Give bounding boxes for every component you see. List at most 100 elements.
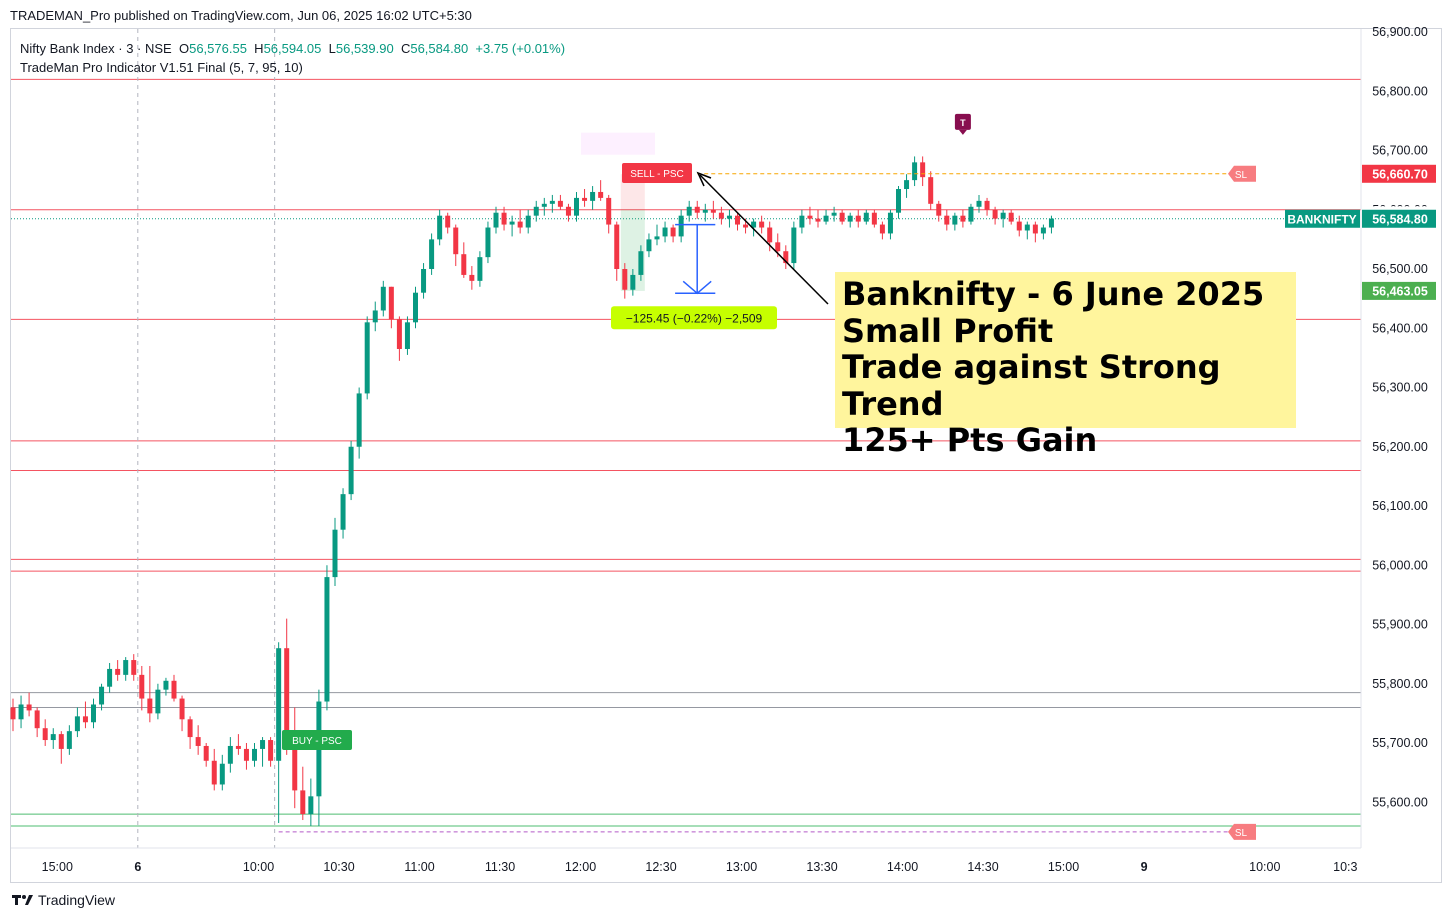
candle[interactable] (453, 224, 459, 267)
candle[interactable] (195, 725, 201, 755)
candle[interactable] (66, 725, 72, 755)
candle[interactable] (968, 203, 974, 225)
signal-buy-psc[interactable]: BUY - PSC (282, 730, 352, 751)
chart-frame[interactable] (10, 28, 1442, 883)
candle[interactable] (582, 189, 588, 207)
candle[interactable] (702, 203, 708, 222)
candle[interactable] (421, 263, 427, 299)
candle[interactable] (646, 233, 652, 258)
candle[interactable] (598, 180, 604, 201)
candle[interactable] (614, 221, 620, 281)
footer-brand[interactable]: TradingView (12, 892, 115, 908)
candle[interactable] (260, 737, 266, 767)
candle[interactable] (517, 209, 523, 234)
candle[interactable] (1000, 209, 1006, 228)
candle[interactable] (622, 263, 628, 299)
candle[interactable] (139, 665, 145, 711)
candle[interactable] (783, 245, 789, 269)
candle[interactable] (904, 174, 910, 198)
signal-sell-psc[interactable]: SELL - PSC (622, 163, 692, 184)
candle[interactable] (477, 251, 483, 287)
candle[interactable] (678, 209, 684, 243)
candle[interactable] (292, 707, 298, 809)
candle[interactable] (58, 731, 64, 764)
candle[interactable] (50, 728, 56, 749)
candle[interactable] (525, 209, 531, 234)
candle[interactable] (380, 280, 386, 317)
candle[interactable] (606, 194, 612, 234)
candle[interactable] (131, 654, 137, 681)
candle[interactable] (34, 707, 40, 738)
candle[interactable] (976, 194, 982, 213)
candle[interactable] (276, 642, 282, 823)
candle[interactable] (735, 212, 740, 231)
stop-loss-tag[interactable]: SL (1228, 823, 1256, 840)
candle[interactable] (557, 194, 563, 210)
candle[interactable] (936, 200, 942, 222)
candle[interactable] (437, 209, 443, 246)
candle[interactable] (147, 665, 153, 723)
candle[interactable] (18, 695, 24, 729)
candle[interactable] (807, 206, 813, 225)
candle[interactable] (155, 683, 161, 720)
candle[interactable] (710, 200, 716, 219)
candle[interactable] (42, 719, 48, 746)
candle[interactable] (662, 221, 668, 243)
candle[interactable] (501, 206, 507, 231)
candle[interactable] (429, 233, 435, 275)
candle[interactable] (1008, 209, 1014, 225)
candle[interactable] (920, 156, 926, 187)
candle[interactable] (308, 778, 314, 826)
candle[interactable] (928, 171, 934, 210)
candle[interactable] (1032, 221, 1038, 243)
candle[interactable] (799, 209, 805, 234)
candle[interactable] (485, 221, 491, 264)
candle[interactable] (549, 194, 555, 213)
symbol-label[interactable]: Nifty Bank Index · 3 · NSE (20, 41, 172, 56)
candle[interactable] (91, 698, 96, 729)
candle[interactable] (726, 209, 732, 228)
candle[interactable] (179, 695, 185, 732)
candle[interactable] (340, 488, 346, 539)
candle[interactable] (219, 754, 225, 791)
candle[interactable] (686, 200, 692, 222)
candle[interactable] (82, 701, 88, 729)
candle[interactable] (324, 565, 330, 711)
candle[interactable] (211, 748, 217, 791)
candle[interactable] (1016, 215, 1022, 237)
stop-loss-tag[interactable]: SL (1228, 165, 1256, 182)
candle[interactable] (944, 209, 950, 231)
candle[interactable] (533, 200, 539, 222)
candle[interactable] (630, 269, 636, 296)
candle[interactable] (887, 209, 893, 240)
candle[interactable] (791, 221, 797, 269)
candle[interactable] (718, 206, 724, 225)
candle[interactable] (372, 301, 378, 332)
candle[interactable] (123, 657, 129, 681)
candle[interactable] (879, 221, 885, 240)
candle[interactable] (654, 224, 660, 246)
candle[interactable] (638, 245, 644, 281)
candle[interactable] (187, 716, 193, 749)
candle[interactable] (243, 743, 249, 770)
candle[interactable] (823, 209, 829, 225)
candle[interactable] (759, 215, 765, 234)
candle[interactable] (396, 316, 402, 361)
candle[interactable] (839, 209, 845, 225)
candle[interactable] (404, 316, 410, 355)
candle[interactable] (268, 737, 274, 767)
candle[interactable] (574, 191, 579, 222)
candle[interactable] (163, 677, 169, 696)
candle[interactable] (992, 206, 998, 225)
candle[interactable] (871, 209, 877, 228)
candle[interactable] (348, 440, 354, 501)
signal-t[interactable]: T (954, 113, 971, 135)
candle[interactable] (26, 692, 32, 717)
indicator-label[interactable]: TradeMan Pro Indicator V1.51 Final (5, 7… (20, 60, 303, 75)
candle[interactable] (107, 663, 113, 693)
candle[interactable] (364, 316, 370, 400)
candle[interactable] (847, 212, 853, 228)
candle[interactable] (388, 286, 394, 329)
candle[interactable] (252, 743, 257, 767)
